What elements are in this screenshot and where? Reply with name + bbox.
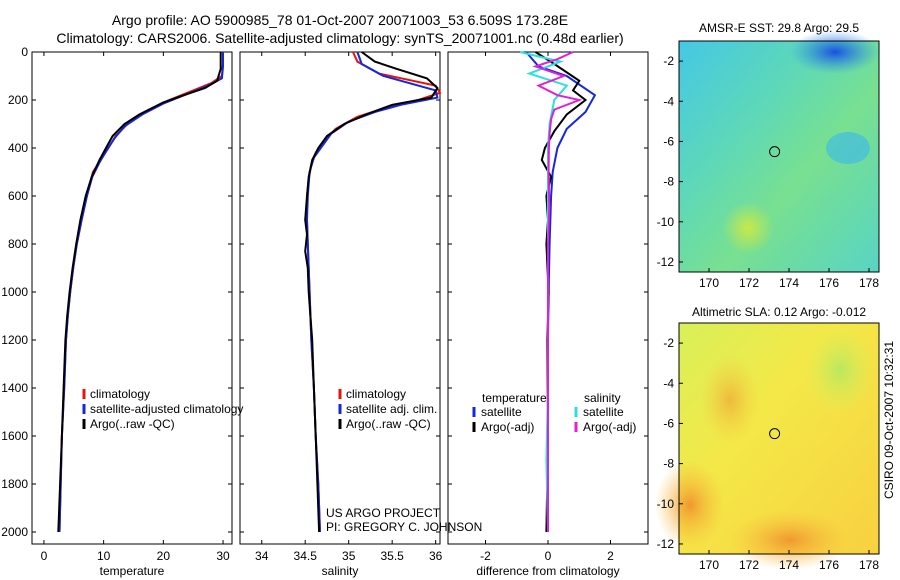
legend-label: satellite adj. clim. bbox=[346, 402, 437, 416]
x-tick-label: 35 bbox=[342, 549, 356, 563]
x-tick-label: 35.5 bbox=[380, 549, 404, 563]
map-title: AMSR-E SST: 29.8 Argo: 29.5 bbox=[699, 21, 859, 35]
x-tick-label: -2 bbox=[480, 549, 491, 563]
legend-label: climatology bbox=[90, 387, 150, 401]
legend-label: Argo(-adj) bbox=[583, 420, 636, 434]
map-y-tick-label: -8 bbox=[663, 175, 674, 189]
map-y-tick-label: -10 bbox=[657, 215, 675, 229]
map-x-tick-label: 178 bbox=[859, 558, 879, 572]
map-x-tick-label: 170 bbox=[699, 558, 719, 572]
y-tick-label: 1800 bbox=[1, 477, 28, 491]
legend-label: satellite-adjusted climatology bbox=[90, 402, 243, 416]
x-tick-label: 10 bbox=[97, 549, 111, 563]
y-tick-label: 200 bbox=[8, 93, 28, 107]
y-tick-label: 2000 bbox=[1, 525, 28, 539]
map-y-tick-label: -6 bbox=[663, 416, 674, 430]
series-line-3-4 bbox=[532, 51, 583, 532]
map-x-tick-label: 174 bbox=[779, 276, 799, 290]
y-tick-label: 800 bbox=[8, 237, 28, 251]
map-y-tick-label: -12 bbox=[657, 537, 675, 551]
map-frame bbox=[678, 322, 880, 555]
y-tick-label: 1000 bbox=[1, 285, 28, 299]
legend-label: satellite bbox=[583, 405, 624, 419]
chart-title-line1: Argo profile: AO 5900985_78 01-Oct-2007 … bbox=[111, 12, 569, 28]
legend-label: satellite bbox=[481, 405, 522, 419]
x-axis-label: temperature bbox=[100, 564, 165, 578]
series-line-2-3 bbox=[304, 51, 439, 533]
map-y-tick-label: -8 bbox=[663, 457, 674, 471]
map-x-tick-label: 174 bbox=[779, 558, 799, 572]
chart-title-line2: Climatology: CARS2006. Satellite-adjuste… bbox=[56, 30, 624, 46]
series-line-1-3 bbox=[57, 52, 222, 533]
map-title: Altimetric SLA: 0.12 Argo: -0.012 bbox=[692, 305, 866, 319]
argo-position-marker bbox=[769, 146, 781, 158]
y-tick-label: 0 bbox=[21, 45, 28, 59]
map-x-tick-label: 172 bbox=[739, 558, 759, 572]
x-tick-label: 34.5 bbox=[294, 549, 318, 563]
map-y-tick-label: -2 bbox=[663, 336, 674, 350]
y-tick-label: 1200 bbox=[1, 333, 28, 347]
map-x-tick-label: 172 bbox=[739, 276, 759, 290]
map-x-tick-label: 176 bbox=[819, 558, 839, 572]
map-y-tick-label: -4 bbox=[663, 94, 674, 108]
map-y-tick-label: -10 bbox=[657, 497, 675, 511]
x-tick-label: 0 bbox=[41, 549, 48, 563]
x-tick-label: 20 bbox=[157, 549, 171, 563]
x-tick-label: 36 bbox=[429, 549, 443, 563]
map-x-tick-label: 170 bbox=[699, 276, 719, 290]
map-y-tick-label: -2 bbox=[663, 54, 674, 68]
x-axis-label: difference from climatology bbox=[476, 564, 619, 578]
y-tick-label: 600 bbox=[8, 189, 28, 203]
legend-label: climatology bbox=[346, 387, 406, 401]
legend-header: temperature bbox=[482, 391, 547, 405]
map-y-tick-label: -12 bbox=[657, 255, 675, 269]
map-frame bbox=[678, 40, 880, 273]
y-tick-label: 1400 bbox=[1, 381, 28, 395]
argo-position-marker bbox=[769, 428, 781, 440]
legend-header: salinity bbox=[584, 391, 621, 405]
legend-label: Argo(-adj) bbox=[481, 420, 534, 434]
side-timestamp-label: CSIRO 09-Oct-2007 10:32:31 bbox=[882, 341, 896, 499]
map-y-tick-label: -4 bbox=[663, 376, 674, 390]
y-tick-label: 1600 bbox=[1, 429, 28, 443]
legend-label: Argo(..raw -QC) bbox=[346, 417, 431, 431]
sst-map-field bbox=[679, 30, 880, 272]
credit-pi: PI: GREGORY C. JOHNSON bbox=[326, 520, 482, 534]
y-tick-label: 400 bbox=[8, 141, 28, 155]
profile-panel-2-frame bbox=[239, 51, 441, 545]
sla-map-field bbox=[655, 323, 879, 570]
x-tick-label: 34 bbox=[255, 549, 269, 563]
x-tick-label: 2 bbox=[607, 549, 614, 563]
map-x-tick-label: 176 bbox=[819, 276, 839, 290]
x-tick-label: 30 bbox=[216, 549, 230, 563]
map-y-tick-label: -6 bbox=[663, 134, 674, 148]
credit-project: US ARGO PROJECT bbox=[326, 506, 441, 520]
profile-panel-1-frame bbox=[31, 51, 233, 545]
map-x-tick-label: 178 bbox=[859, 276, 879, 290]
x-axis-label: salinity bbox=[322, 564, 359, 578]
legend-label: Argo(..raw -QC) bbox=[90, 417, 175, 431]
x-tick-label: 0 bbox=[545, 549, 552, 563]
